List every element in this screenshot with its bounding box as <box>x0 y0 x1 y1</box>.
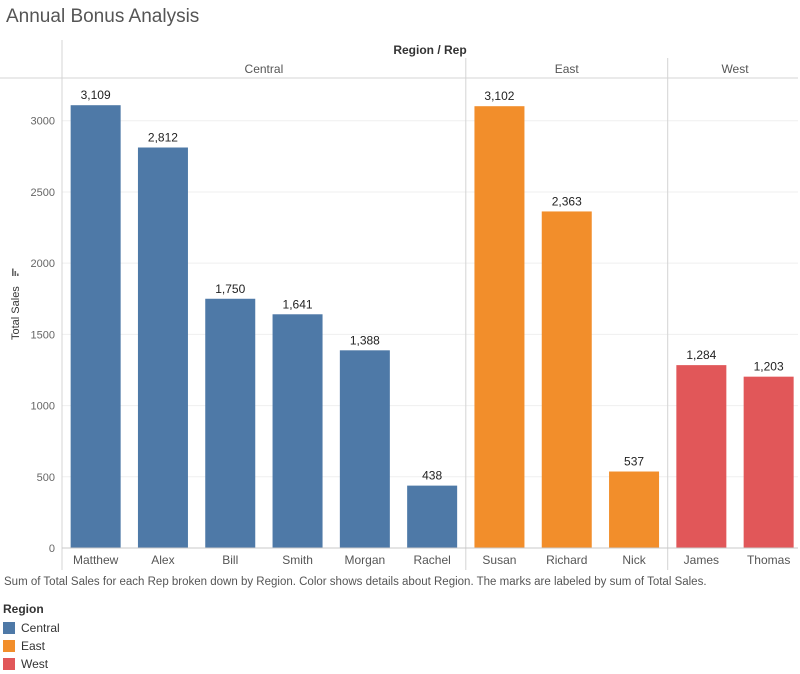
chart-caption: Sum of Total Sales for each Rep broken d… <box>4 576 707 588</box>
category-label: Rachel <box>413 553 450 567</box>
region-header-label: Central <box>245 62 284 76</box>
sort-icon <box>14 271 17 276</box>
data-label: 438 <box>422 469 442 483</box>
data-label: 2,812 <box>148 131 178 145</box>
legend-swatch <box>3 640 15 652</box>
category-label: Susan <box>482 553 516 567</box>
legend-item-east[interactable]: East <box>3 637 60 655</box>
data-label: 1,203 <box>754 360 784 374</box>
category-label: Morgan <box>345 553 386 567</box>
data-label: 2,363 <box>552 194 582 208</box>
category-label: Smith <box>282 553 313 567</box>
legend: Region Central East West <box>3 602 60 673</box>
legend-swatch <box>3 658 15 670</box>
bar <box>272 314 323 548</box>
category-label: Thomas <box>747 553 790 567</box>
y-tick-label: 0 <box>49 543 55 555</box>
sort-icon <box>17 273 19 276</box>
data-label: 1,388 <box>350 333 380 347</box>
bar <box>407 485 458 548</box>
category-label: Nick <box>622 553 646 567</box>
bar <box>676 365 727 548</box>
region-header-label: West <box>721 62 749 76</box>
bar <box>339 350 390 548</box>
bar <box>743 376 794 548</box>
data-label: 1,284 <box>686 348 716 362</box>
bar <box>70 105 121 548</box>
y-tick-label: 3000 <box>31 116 55 128</box>
legend-label: West <box>21 657 49 671</box>
y-tick-label: 500 <box>37 472 55 484</box>
y-axis-label: Total Sales <box>10 286 22 340</box>
bar <box>541 211 592 548</box>
bar <box>609 471 660 548</box>
y-tick-label: 2000 <box>31 258 55 270</box>
category-label: James <box>684 553 719 567</box>
bar <box>137 147 188 548</box>
data-label: 3,102 <box>484 89 514 103</box>
y-tick-label: 1500 <box>31 329 55 341</box>
bar-chart: Region / Rep 0 500 1000 1500 2000 2500 3000 Tota… <box>0 40 798 570</box>
bar <box>205 298 256 548</box>
category-label: Richard <box>546 553 587 567</box>
y-tick-label: 2500 <box>31 187 55 199</box>
y-tick-label: 1000 <box>31 401 55 413</box>
bar <box>474 106 525 548</box>
data-label: 537 <box>624 455 644 469</box>
legend-label: Central <box>21 621 60 635</box>
legend-label: East <box>21 639 46 653</box>
legend-item-west[interactable]: West <box>3 655 60 673</box>
category-label: Matthew <box>73 553 119 567</box>
region-header-label: East <box>555 62 580 76</box>
chart-title: Annual Bonus Analysis <box>6 6 200 27</box>
data-label: 1,641 <box>283 297 313 311</box>
category-label: Alex <box>151 553 174 567</box>
legend-item-central[interactable]: Central <box>3 619 60 637</box>
data-label: 1,750 <box>215 282 245 296</box>
sort-icon <box>12 268 14 276</box>
data-label: 3,109 <box>81 88 111 102</box>
column-header: Region / Rep <box>393 43 466 57</box>
legend-swatch <box>3 622 15 634</box>
legend-title: Region <box>3 602 44 616</box>
category-label: Bill <box>222 553 238 567</box>
